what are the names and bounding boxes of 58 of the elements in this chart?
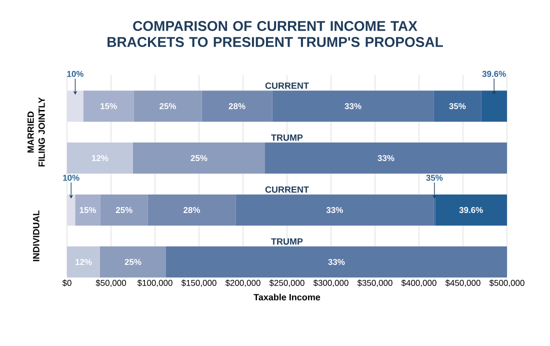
x-tick-label: $250,000 [269,280,304,287]
series-label: 10% [67,70,84,77]
text: INDIVIDUAL [33,210,40,262]
text: 33% [328,258,345,265]
series-label: 35% [449,103,466,110]
text: 25% [190,155,208,162]
x-tick-label: $500,000 [489,280,524,287]
x-tick-label: $200,000 [225,280,260,287]
x-tick-label: $450,000 [445,280,480,287]
text: 28% [184,207,200,214]
y-tick-label: CURRENT [265,186,309,193]
x-tick-label: $150,000 [181,280,216,287]
bar [434,90,482,122]
series-label: 15% [80,207,96,214]
y-tick-label: CURRENT [265,82,309,89]
bar [83,90,134,122]
y-tick-label: TRUMP [271,238,303,245]
bar [265,142,507,174]
bar [67,246,100,278]
bar [148,194,236,226]
series-label: 39.6% [459,207,483,214]
text: MARRIED FILING JOINTLY [28,97,45,166]
text: 10% [63,174,80,181]
bar [100,194,148,226]
text: 33% [326,207,343,214]
bar [67,90,84,122]
bar [236,194,434,226]
bar [481,90,507,122]
x-tick-label: $0 [62,280,72,286]
bar [133,142,265,174]
bar [202,90,272,122]
text: 35% [426,174,443,181]
text: 39.6% [482,70,506,77]
x-tick-label: $100,000 [137,280,172,287]
text: 12% [92,155,108,162]
text: 25% [124,258,142,265]
series-label: 33% [344,103,362,110]
series-label: 28% [228,103,246,110]
bar [100,246,166,278]
bar [67,194,76,226]
x-axis-title: Taxable Income [254,294,320,300]
series-label: 12% [76,258,92,265]
x-tick-label: $400,000 [401,280,436,287]
x-tick-label: $50,000 [96,280,126,287]
bar [67,142,134,174]
chart-title: COMPARISON OF CURRENT INCOME TAX BRACKETS TO PRESIDENT TRUMP'S PROPOSAL [108,21,443,47]
bar [272,90,434,122]
text: 33% [378,155,394,162]
bar [166,246,507,278]
x-tick-label: $300,000 [313,280,348,287]
bar [134,90,202,122]
text: 25% [116,207,132,214]
series-label: 25% [160,103,176,110]
text: 15% [100,103,117,110]
bar [75,194,100,226]
bar [435,194,507,226]
y-tick-label: TRUMP [271,134,303,141]
x-tick-label: $350,000 [357,280,392,287]
